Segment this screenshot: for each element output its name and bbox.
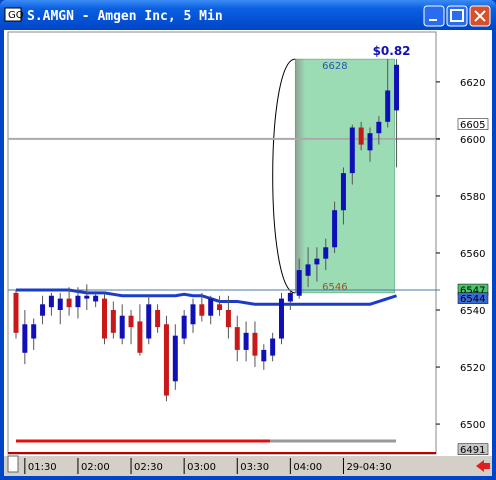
candle-body <box>146 304 152 339</box>
candle-body <box>358 127 364 145</box>
candle-body <box>305 264 311 276</box>
candle-body <box>208 298 214 316</box>
candle-body <box>155 310 161 328</box>
y-tick-label: 6540 <box>460 306 485 317</box>
app-icon <box>4 7 22 22</box>
candle-body <box>190 304 196 325</box>
candle-body <box>199 304 205 316</box>
candle-body <box>57 298 63 311</box>
candle-body <box>128 315 134 328</box>
minimize-button[interactable] <box>423 5 445 27</box>
candle-body <box>181 315 187 339</box>
candle-body <box>340 173 346 211</box>
y-tick-label: 6560 <box>460 249 485 260</box>
candle-body <box>279 298 284 339</box>
title-bar <box>0 0 496 30</box>
range-low-label: 6546 <box>322 282 347 293</box>
candle-body <box>376 121 382 134</box>
x-tick-label: 02:30 <box>134 462 163 473</box>
candle-body <box>394 64 400 111</box>
range-change-label: $0.82 <box>373 44 411 58</box>
candle-body <box>66 298 72 308</box>
candle-body <box>252 332 258 356</box>
candle-body <box>287 292 293 302</box>
candle-body <box>261 349 267 362</box>
candle-body <box>93 295 99 302</box>
x-tick-label: 29-04:30 <box>346 462 391 473</box>
candle-body <box>296 270 302 296</box>
y-tick-label: 6580 <box>460 192 485 203</box>
window-buttons[interactable] <box>423 5 491 27</box>
x-tick-label: 03:00 <box>187 462 216 473</box>
scroll-arrow[interactable] <box>476 460 490 472</box>
candle-body <box>13 292 19 333</box>
candle-body <box>102 298 107 339</box>
candle-body <box>163 324 169 396</box>
range-bracket <box>272 58 296 294</box>
candle-body <box>323 247 329 259</box>
candle-body <box>270 338 276 356</box>
price-marker-label: 6605 <box>460 120 485 131</box>
price-marker <box>457 118 489 130</box>
candle-body <box>75 295 81 308</box>
range-shade <box>295 59 306 293</box>
candle-body <box>31 324 37 339</box>
candle-body <box>367 133 373 151</box>
candle-body <box>40 304 46 316</box>
candle-body <box>234 327 240 350</box>
candle-body <box>385 90 391 122</box>
candle-body <box>243 332 249 350</box>
price-marker-label: 6544 <box>460 294 485 305</box>
scroll-box[interactable] <box>7 455 19 473</box>
candle-body <box>119 315 125 339</box>
close-icon <box>474 10 486 22</box>
price-marker <box>457 443 489 455</box>
candle-body <box>48 295 54 308</box>
range-high-label: 6628 <box>322 61 347 72</box>
candle-body <box>137 321 143 353</box>
app-icon-text: GQ <box>8 10 24 21</box>
candle-body <box>22 324 28 353</box>
candle-body <box>314 258 320 265</box>
x-tick-label: 03:30 <box>240 462 269 473</box>
maximize-icon <box>450 9 464 22</box>
candle-body <box>84 295 90 299</box>
price-marker-label: 6547 <box>460 286 485 297</box>
time-axis-bar <box>4 456 492 476</box>
moving-average <box>16 288 398 306</box>
y-tick-label: 6520 <box>460 363 485 374</box>
candle-body <box>332 210 338 248</box>
candle-body <box>110 310 116 333</box>
price-marker <box>457 292 489 304</box>
x-tick-label: 04:00 <box>293 462 322 473</box>
candle-body <box>217 304 223 311</box>
y-tick-label: 6600 <box>460 135 485 146</box>
x-tick-label: 01:30 <box>28 462 57 473</box>
price-marker-label: 6491 <box>460 445 485 456</box>
candle-body <box>349 127 355 174</box>
candle-body <box>225 310 231 328</box>
window-title: S.AMGN - Amgen Inc, 5 Min <box>27 9 223 24</box>
x-tick-label: 02:00 <box>81 462 110 473</box>
candle-body <box>172 335 178 382</box>
y-tick-label: 6620 <box>460 78 485 89</box>
y-tick-label: 6500 <box>460 420 485 431</box>
